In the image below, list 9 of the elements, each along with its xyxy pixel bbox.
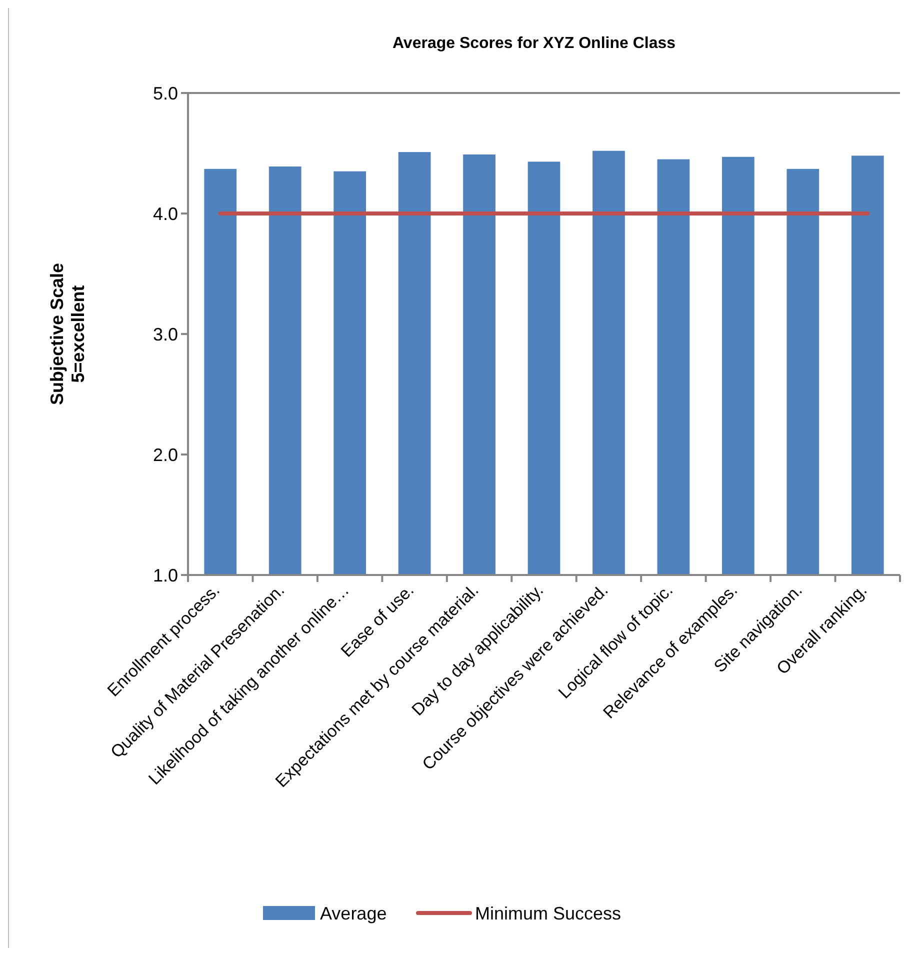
y-tick-label: 4.0 <box>152 204 178 224</box>
y-tick-label: 5.0 <box>152 83 178 104</box>
legend-label: Average <box>320 903 387 924</box>
y-tick-label: 2.0 <box>152 444 178 465</box>
legend-label: Minimum Success <box>475 903 622 924</box>
y-axis-title: Subjective Scale 5=excellent <box>47 262 88 406</box>
chart-title: Average Scores for XYZ Online Class <box>392 35 676 52</box>
y-tick-label: 1.0 <box>152 565 178 586</box>
y-tick-label: 3.0 <box>152 324 178 344</box>
